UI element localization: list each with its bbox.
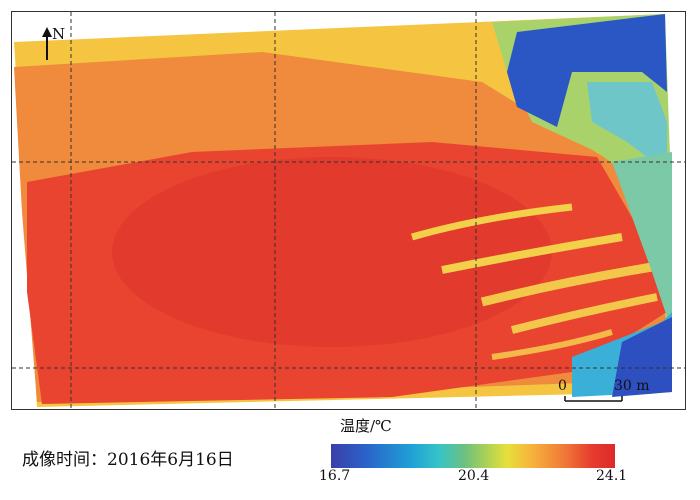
grid-lines bbox=[12, 12, 685, 409]
imaging-time-caption: 成像时间：2016年6月16日 bbox=[22, 450, 234, 470]
cold-zone-top bbox=[507, 14, 667, 127]
legend-min-label: 16.7 bbox=[319, 468, 351, 484]
cool-edge-right bbox=[612, 152, 672, 332]
legend-max-label: 24.1 bbox=[596, 468, 628, 484]
scale-end-label: 30 m bbox=[614, 378, 650, 394]
temperature-colorbar bbox=[331, 444, 615, 468]
warm-streaks bbox=[411, 203, 658, 360]
hot-core bbox=[112, 157, 552, 347]
thermal-image bbox=[12, 12, 685, 409]
legend-mid-label: 20.4 bbox=[458, 468, 490, 484]
scale-bar bbox=[564, 396, 623, 402]
thermal-map bbox=[11, 11, 686, 410]
scale-start-label: 0 bbox=[558, 378, 567, 394]
legend-title: 温度/℃ bbox=[340, 417, 392, 435]
cool-zone-inner bbox=[587, 82, 667, 172]
north-label: N bbox=[52, 25, 66, 43]
north-arrow-icon bbox=[42, 27, 52, 60]
coldest-zone-bottom bbox=[612, 317, 672, 397]
